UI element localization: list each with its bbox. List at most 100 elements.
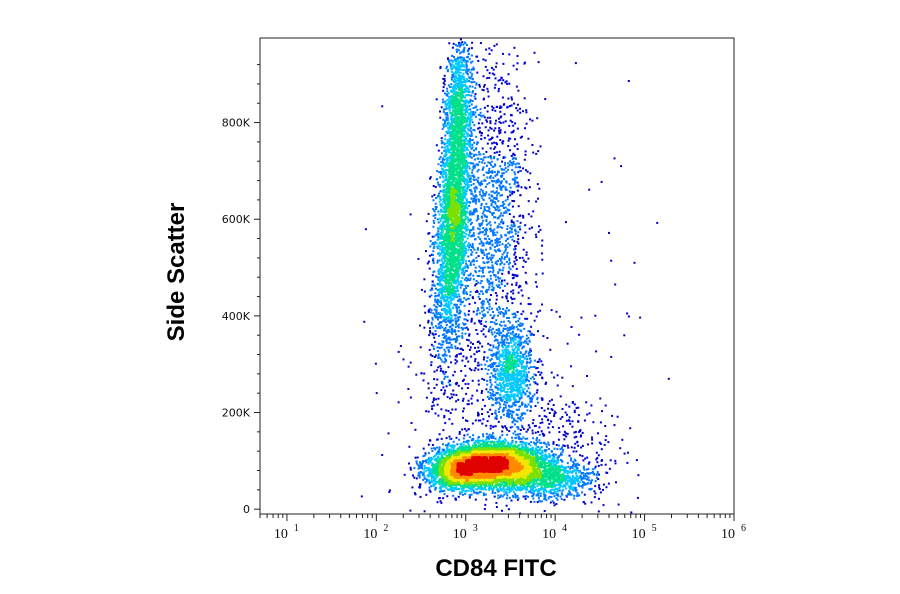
data-point xyxy=(511,192,514,195)
data-point xyxy=(503,285,506,287)
data-point xyxy=(467,313,470,316)
data-point xyxy=(522,495,525,498)
data-point xyxy=(520,360,523,362)
data-point xyxy=(507,165,510,168)
data-point xyxy=(444,326,447,329)
data-point xyxy=(520,392,523,395)
data-point xyxy=(444,152,447,154)
data-point xyxy=(442,82,445,84)
data-point xyxy=(460,63,463,66)
data-point xyxy=(489,241,492,244)
data-point xyxy=(514,496,517,499)
data-point xyxy=(469,108,472,111)
data-point xyxy=(470,113,473,116)
data-point xyxy=(467,90,470,93)
data-point xyxy=(436,289,439,292)
data-point xyxy=(536,436,539,439)
data-point xyxy=(452,87,455,90)
data-point xyxy=(417,471,420,474)
data-point xyxy=(526,373,528,376)
data-point xyxy=(565,487,568,490)
data-point xyxy=(466,72,469,75)
data-point xyxy=(567,446,570,449)
data-point xyxy=(574,481,576,484)
data-point xyxy=(457,398,460,401)
data-point xyxy=(517,349,520,352)
data-point xyxy=(481,440,484,442)
data-point xyxy=(529,330,531,333)
data-point xyxy=(522,389,524,391)
data-point xyxy=(532,366,535,368)
data-point xyxy=(569,477,572,480)
data-point xyxy=(499,249,502,252)
data-point xyxy=(493,321,496,324)
data-point xyxy=(568,454,571,457)
data-point xyxy=(504,439,507,442)
data-point xyxy=(440,408,443,411)
data-point xyxy=(434,202,437,205)
data-point xyxy=(486,104,489,107)
data-point xyxy=(550,371,553,374)
data-point xyxy=(464,419,467,422)
data-point xyxy=(466,148,468,150)
data-point xyxy=(461,284,464,287)
data-point xyxy=(407,388,410,390)
data-point xyxy=(574,62,577,65)
data-point xyxy=(434,314,437,317)
data-point xyxy=(443,190,446,193)
data-point xyxy=(575,467,578,470)
data-point xyxy=(436,303,439,306)
data-point xyxy=(473,164,476,167)
data-point xyxy=(481,413,484,415)
data-point xyxy=(507,404,510,407)
data-point xyxy=(503,103,506,106)
data-point xyxy=(500,387,503,390)
data-point xyxy=(485,255,488,258)
data-point xyxy=(516,240,519,243)
data-point xyxy=(529,400,532,403)
data-point xyxy=(518,284,521,287)
data-point xyxy=(500,182,503,185)
data-point xyxy=(504,206,507,209)
data-point xyxy=(443,348,446,351)
data-point xyxy=(585,475,588,478)
data-point xyxy=(468,231,471,234)
data-point xyxy=(512,386,515,389)
data-point xyxy=(438,280,441,283)
data-point xyxy=(516,486,519,489)
data-point xyxy=(516,377,518,379)
data-point xyxy=(517,428,520,430)
data-point xyxy=(517,238,520,241)
data-point xyxy=(481,317,484,320)
data-point xyxy=(424,311,427,314)
data-point xyxy=(511,333,514,336)
data-point xyxy=(493,246,496,249)
data-point xyxy=(493,274,496,277)
data-point xyxy=(451,396,454,399)
data-point xyxy=(522,382,525,385)
data-point xyxy=(500,487,502,490)
data-point xyxy=(480,275,483,278)
data-point xyxy=(471,174,474,177)
data-point xyxy=(498,382,501,385)
data-point xyxy=(508,491,511,494)
data-point xyxy=(561,376,564,379)
data-point xyxy=(560,453,563,456)
data-point xyxy=(454,83,457,86)
data-point xyxy=(529,351,532,353)
data-point xyxy=(597,478,600,480)
data-point xyxy=(518,405,521,408)
data-point xyxy=(463,323,466,326)
data-point xyxy=(489,274,492,277)
data-point xyxy=(446,142,449,145)
data-point xyxy=(467,233,470,236)
data-point xyxy=(517,400,520,403)
data-point xyxy=(444,120,447,123)
data-point xyxy=(485,119,488,122)
data-point xyxy=(465,326,468,329)
data-point xyxy=(459,300,462,303)
data-point xyxy=(469,178,472,180)
data-point xyxy=(496,263,498,266)
data-point xyxy=(489,427,492,430)
data-point xyxy=(487,209,490,212)
